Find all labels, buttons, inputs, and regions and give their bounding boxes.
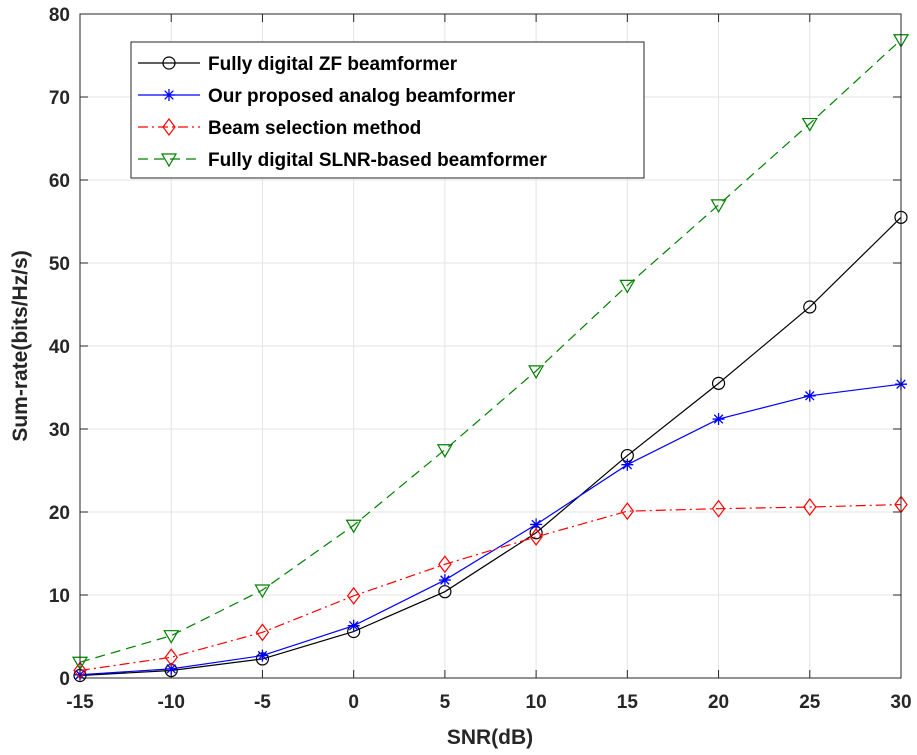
plot-frame [79,13,902,679]
asterisk-marker [163,89,175,101]
asterisk-marker [438,574,451,587]
series-4 [71,34,910,671]
series-line [79,216,902,677]
asterisk-marker [530,518,543,531]
legend-label: Fully digital SLNR-based beamformer [208,150,547,171]
x-tick-label: -15 [66,692,94,713]
y-tick-label: 70 [49,88,70,109]
y-tick-label: 30 [49,420,70,441]
circle-marker [803,300,817,314]
legend-box [130,41,645,179]
diamond-marker [620,502,635,521]
circle-marker [711,376,726,390]
series-line [79,503,902,672]
triangle-marker [619,279,636,294]
legend-label: Our proposed analog beamformer [208,86,516,107]
triangle-marker [163,630,180,644]
diamond-marker [162,118,176,136]
legend-label: Fully digital ZF beamformer [208,54,458,75]
x-tick-label: 10 [526,692,547,713]
y-tick-label: 50 [49,254,70,275]
diamond-marker [438,555,452,574]
y-tick-label: 80 [49,5,70,26]
x-tick-label: -10 [157,692,184,713]
triangle-marker [345,519,362,534]
x-tick-label: 20 [708,692,729,713]
diamond-marker [255,623,270,642]
asterisk-marker [712,413,725,426]
diamond-marker [346,586,361,605]
x-tick-label: -5 [254,692,271,713]
triangle-marker [528,365,545,380]
x-tick-label: 5 [440,692,451,713]
asterisk-marker [347,619,360,632]
y-tick-label: 40 [49,337,70,358]
triangle-marker [160,153,178,168]
asterisk-marker [165,662,178,675]
series-line [79,39,902,663]
diamond-marker [529,527,543,546]
y-tick-label: 20 [49,503,70,524]
triangle-marker [436,444,453,458]
y-axis-label: Sum-rate(bits/Hz/s) [9,250,32,441]
x-tick-label: 0 [348,692,359,713]
tick-labels: -15 -10 -5 0 5 10 15 20 25 30 0 10 20 30 40 50 60 70 80 [49,5,912,713]
diamond-marker [711,499,726,518]
diamond-marker [803,498,817,517]
triangle-marker [710,199,727,214]
circle-marker [162,56,176,70]
y-tick-label: 0 [59,669,70,690]
diamond-marker [164,648,178,667]
x-tick-label: 25 [799,692,821,713]
x-tick-label: 30 [890,692,911,713]
legend: Fully digital ZF beamformer Our proposed … [130,41,645,179]
y-tick-label: 60 [49,171,70,192]
triangle-marker [254,584,271,599]
x-tick-label: 15 [617,692,639,713]
asterisk-marker [803,389,816,402]
diamond-marker [73,661,87,680]
y-tick-label: 10 [49,586,70,607]
triangle-marker [801,117,818,132]
asterisk-marker [256,649,269,662]
asterisk-marker [621,458,634,471]
series-line [79,383,902,676]
series-layer [71,34,910,683]
legend-label: Beam selection method [208,118,421,139]
x-axis-label: SNR(dB) [447,726,533,749]
